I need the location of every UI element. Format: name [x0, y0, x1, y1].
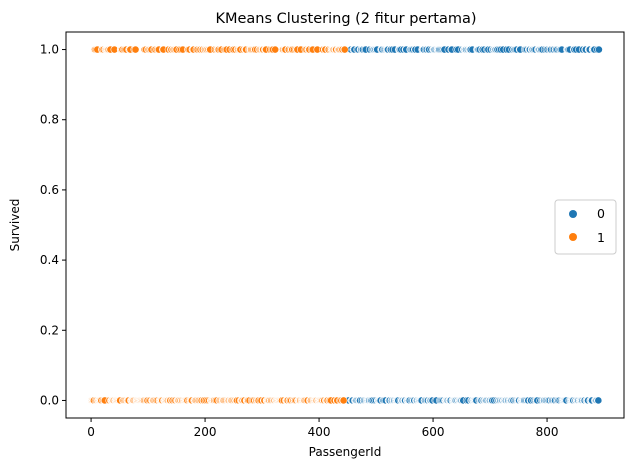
y-tick-label: 0.2	[40, 323, 59, 337]
y-axis-ticks: 0.0 0.2 0.4 0.6 0.8 1.0	[40, 43, 66, 407]
y-tick-label: 0.6	[40, 183, 59, 197]
data-point-series-1	[131, 45, 140, 54]
plot-frame	[65, 31, 625, 419]
data-point-series-1	[271, 45, 280, 54]
legend-marker-1	[569, 233, 577, 241]
legend: 0 1	[554, 199, 617, 255]
data-point-series-0	[594, 396, 603, 405]
x-tick-label: 800	[536, 425, 559, 439]
x-tick-label: 400	[308, 425, 331, 439]
legend-box	[554, 199, 617, 255]
x-tick-label: 200	[194, 425, 217, 439]
data-point-series-0	[595, 45, 603, 54]
legend-label-0: 0	[597, 206, 605, 221]
x-axis-label: PassengerId	[309, 445, 382, 459]
y-tick-label: 0.0	[40, 393, 59, 407]
x-tick-label: 600	[422, 425, 445, 439]
y-tick-label: 0.8	[40, 113, 59, 127]
y-axis-label: Survived	[8, 199, 22, 252]
y-tick-label: 1.0	[40, 43, 59, 57]
data-point-series-1	[340, 45, 349, 54]
legend-marker-0	[569, 210, 577, 218]
legend-label-1: 1	[597, 230, 605, 245]
chart-title: KMeans Clustering (2 fitur pertama)	[215, 11, 476, 27]
x-axis-ticks: 0 200 400 600 800	[87, 418, 559, 439]
data-point-series-1	[339, 396, 348, 405]
y-tick-label: 0.4	[40, 253, 59, 267]
points-layer	[87, 45, 603, 405]
x-tick-label: 0	[87, 425, 95, 439]
